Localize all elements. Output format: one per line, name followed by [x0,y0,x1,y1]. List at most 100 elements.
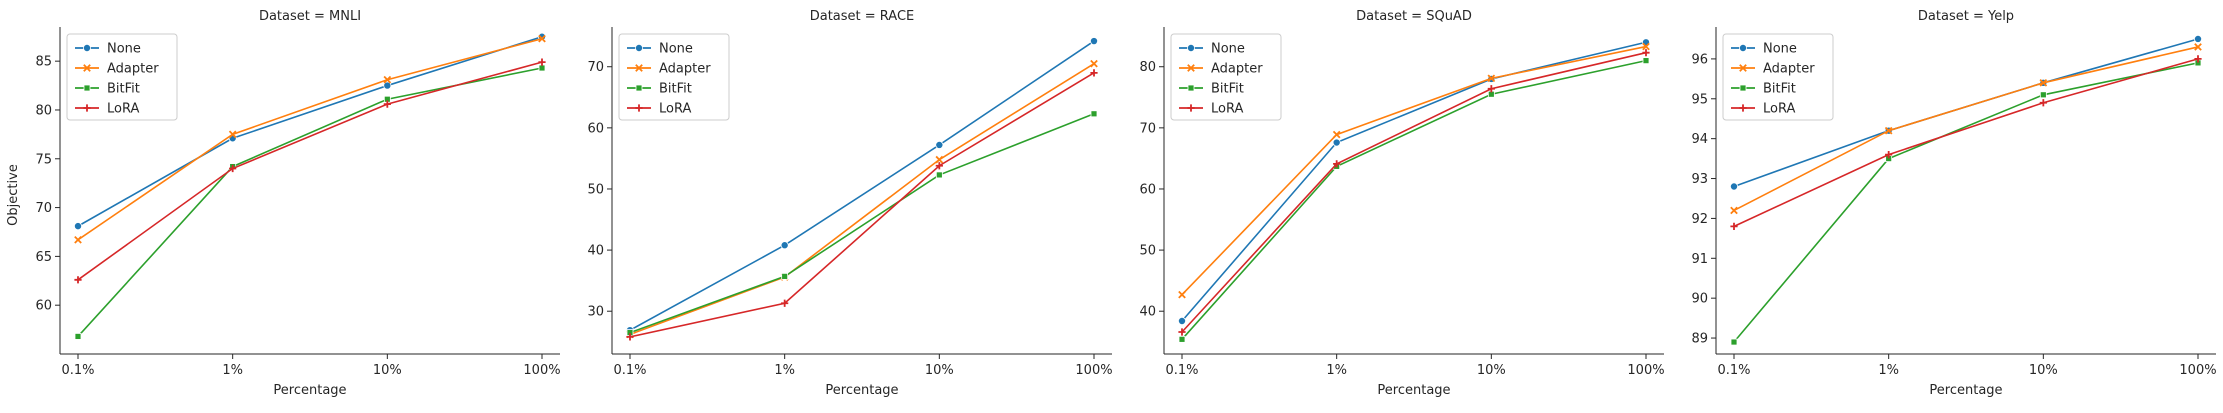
x-tick-label: 100% [1075,363,1112,378]
y-tick-label: 65 [35,250,52,265]
x-tick-label: 1% [774,363,795,378]
data-point [935,140,944,149]
legend-label: None [107,42,141,57]
legend-box [66,33,178,121]
x-tick-label: 0.1% [61,363,94,378]
x-tick-label: 0.1% [613,363,646,378]
legend-label: LoRA [659,102,691,117]
data-point [935,155,944,164]
legend-marker [1187,84,1195,92]
legend-marker [1187,104,1195,112]
y-tick-label: 75 [35,152,52,167]
data-point [935,162,943,170]
data-point [780,241,789,250]
data-point [2039,99,2047,107]
legend-label: None [659,42,693,57]
y-tick-label: 50 [587,182,604,197]
legend-label: LoRA [107,102,139,117]
legend-marker [83,84,91,92]
chart-panel: Dataset = SQuAD 40 50 60 70 80 0.1% 1% 10% 100% Pe… [1139,9,1664,398]
legend-marker [83,64,91,72]
panel-title: Dataset = Yelp [1918,9,2014,24]
legend-label: Adapter [1763,62,1815,77]
x-tick-label: 100% [523,363,560,378]
data-point [1090,110,1098,118]
y-tick-label: 91 [1691,252,1708,267]
legend-label: BitFit [1763,82,1796,97]
chart-panel: Dataset = RACE 30 40 50 60 70 0.1% 1% 10% 100% Per… [587,9,1112,398]
data-point [1730,182,1739,191]
legend-marker [635,84,643,92]
data-point [1333,160,1341,168]
x-tick-label: 10% [925,363,954,378]
legend-box [1170,33,1282,121]
legend-marker [1187,64,1195,72]
x-axis-label: Percentage [273,383,346,398]
legend-marker [1739,44,1748,53]
data-point [1730,222,1738,230]
x-tick-label: 100% [2179,363,2216,378]
series-line [1181,59,1647,340]
legend-marker [1739,104,1747,112]
series-line [77,35,543,227]
series-line [1733,62,2199,343]
y-tick-label: 40 [1139,305,1156,320]
chart-panel: Dataset = Yelp 89 90 91 92 93 94 95 96 0.1% 1% 10% 1… [1691,9,2216,398]
legend-label: LoRA [1211,102,1243,117]
legend: None Adapter BitFit LoRA [1170,33,1282,121]
legend-marker [1187,44,1196,53]
legend-marker [1739,84,1747,92]
data-point [538,64,546,72]
panel-title: Dataset = SQuAD [1356,9,1472,24]
series-line [1733,58,2199,228]
data-point [229,164,237,173]
legend-marker [635,64,643,72]
legend-label: Adapter [107,62,159,77]
legend-label: None [1763,42,1797,57]
y-tick-label: 60 [35,299,52,314]
y-tick-label: 80 [35,103,52,118]
data-point [74,235,82,244]
legend-marker [83,104,91,112]
x-tick-label: 10% [373,363,402,378]
data-point [383,75,392,84]
data-point [1178,335,1186,343]
data-point [935,171,943,179]
y-tick-label: 94 [1691,132,1708,147]
series-line [1181,51,1647,333]
data-point [538,34,546,43]
legend-marker [1739,64,1747,72]
legend-box [618,33,730,121]
data-point [228,130,237,139]
y-axis-label: Objective [6,164,21,226]
y-tick-label: 60 [1139,182,1156,197]
data-point [383,100,391,108]
data-point [2194,43,2202,51]
data-point [1332,138,1341,147]
data-point [1885,151,1893,159]
data-point [2193,34,2202,43]
legend-label: None [1211,42,1245,57]
legend-box [1722,33,1834,121]
data-point [781,299,789,307]
data-point [74,222,83,231]
data-point [1178,316,1187,325]
series-line [629,72,1095,338]
data-point [1642,57,1650,65]
data-point [1178,290,1186,299]
data-point [1487,85,1495,93]
legend-label: Adapter [659,62,711,77]
data-point [2194,55,2202,63]
y-tick-label: 60 [587,121,604,136]
panel-title: Dataset = RACE [810,9,915,24]
legend: None Adapter BitFit LoRA [1722,33,1834,121]
data-point [1642,42,1650,51]
data-point [1090,59,1098,68]
x-tick-label: 10% [2029,363,2058,378]
y-tick-label: 89 [1691,332,1708,347]
data-point [1090,69,1098,77]
x-tick-label: 0.1% [1165,363,1198,378]
data-point [538,58,546,66]
x-tick-label: 1% [1326,363,1347,378]
